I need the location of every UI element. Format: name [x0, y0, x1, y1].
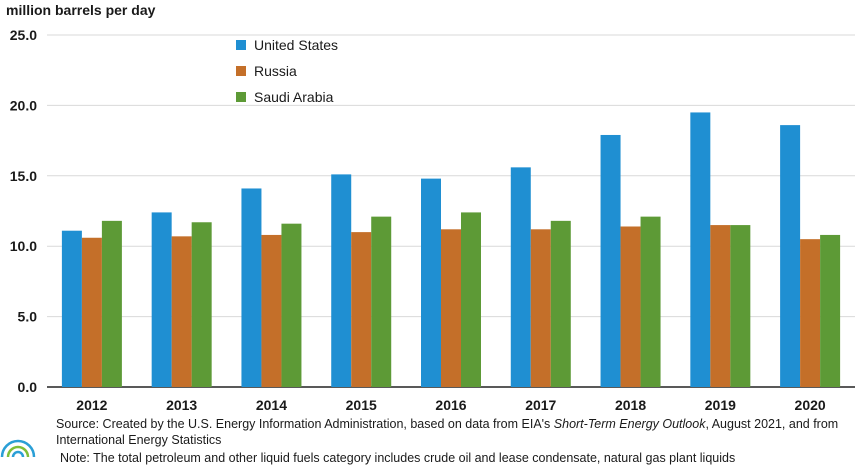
bar-russia — [81, 237, 102, 387]
bar-russia — [441, 229, 461, 387]
bar-united-states — [600, 134, 621, 387]
bar-saudi-arabia — [550, 220, 571, 387]
source-italic: Short-Term Energy Outlook — [553, 417, 706, 431]
bar-chart: 0.0 5.0 10.0 15.0 20.0 25.0 2012 2013 2014 2015 20… — [10, 27, 855, 413]
bar-united-states — [421, 178, 441, 387]
bar-russia — [800, 239, 821, 387]
bar-russia — [620, 226, 641, 387]
bar-united-states — [690, 112, 711, 387]
y-tick-label: 25.0 — [10, 27, 37, 43]
y-tick-label: 5.0 — [18, 309, 38, 325]
bar-saudi-arabia — [191, 222, 212, 387]
x-tick-label: 2015 — [346, 397, 377, 413]
bar-russia — [351, 232, 372, 387]
legend-swatch — [236, 40, 246, 50]
source-note: Source: Created by the U.S. Energy Infor… — [56, 416, 861, 448]
bar-russia — [171, 236, 192, 387]
bar-saudi-arabia — [820, 234, 841, 387]
bar-united-states — [241, 188, 262, 387]
x-tick-label: 2013 — [166, 397, 197, 413]
y-tick-label: 0.0 — [18, 379, 38, 395]
x-tick-label: 2014 — [256, 397, 287, 413]
bar-united-states — [780, 125, 801, 387]
bar-united-states — [510, 167, 531, 387]
footnote: Note: The total petroleum and other liqu… — [60, 451, 736, 465]
source-suffix: , August 2021, and from International En… — [56, 417, 839, 447]
y-tick-label: 15.0 — [10, 168, 37, 184]
bar-saudi-arabia — [730, 225, 751, 387]
bar-russia — [530, 229, 551, 387]
bar-saudi-arabia — [640, 216, 661, 387]
bar-saudi-arabia — [281, 223, 302, 387]
bar-saudi-arabia — [101, 220, 122, 387]
legend-label: United States — [254, 37, 338, 53]
bar-united-states — [331, 174, 352, 387]
x-tick-label: 2016 — [435, 397, 466, 413]
x-tick-label: 2018 — [615, 397, 646, 413]
bar-saudi-arabia — [461, 212, 481, 387]
x-tick-label: 2020 — [795, 397, 826, 413]
legend-label: Saudi Arabia — [254, 89, 334, 105]
bar-russia — [710, 225, 731, 387]
bar-united-states — [151, 212, 172, 387]
y-axis-label: million barrels per day — [6, 2, 156, 18]
legend-swatch — [236, 66, 246, 76]
y-tick-label: 20.0 — [10, 97, 37, 113]
x-tick-label: 2017 — [525, 397, 556, 413]
x-tick-label: 2012 — [76, 397, 107, 413]
y-tick-label: 10.0 — [10, 238, 37, 254]
legend-swatch — [236, 92, 246, 102]
bar-russia — [261, 234, 282, 387]
x-tick-label: 2019 — [705, 397, 736, 413]
bar-united-states — [61, 230, 82, 387]
eia-logo-icon — [0, 439, 36, 458]
bar-saudi-arabia — [371, 216, 392, 387]
legend-label: Russia — [254, 63, 297, 79]
source-prefix: Source: Created by the U.S. Energy Infor… — [56, 417, 554, 431]
